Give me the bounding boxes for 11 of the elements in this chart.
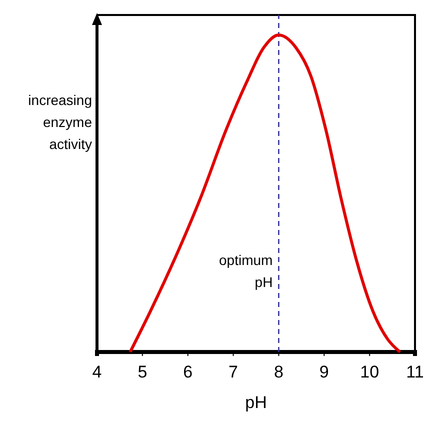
x-tick-label: 5 [138,362,148,382]
x-tick-label: 11 [406,362,424,382]
ref-line-label: optimum pH [219,252,273,290]
x-tick-label: 8 [274,362,284,382]
x-axis-title: pH [245,393,267,412]
x-tick-label: 9 [319,362,329,382]
x-tick-label: 10 [360,362,380,382]
x-tick-label: 4 [92,362,102,382]
x-tick-label: 7 [228,362,238,382]
y-axis-title: increasing enzyme activity [28,92,92,152]
x-tick-label: 6 [183,362,193,382]
